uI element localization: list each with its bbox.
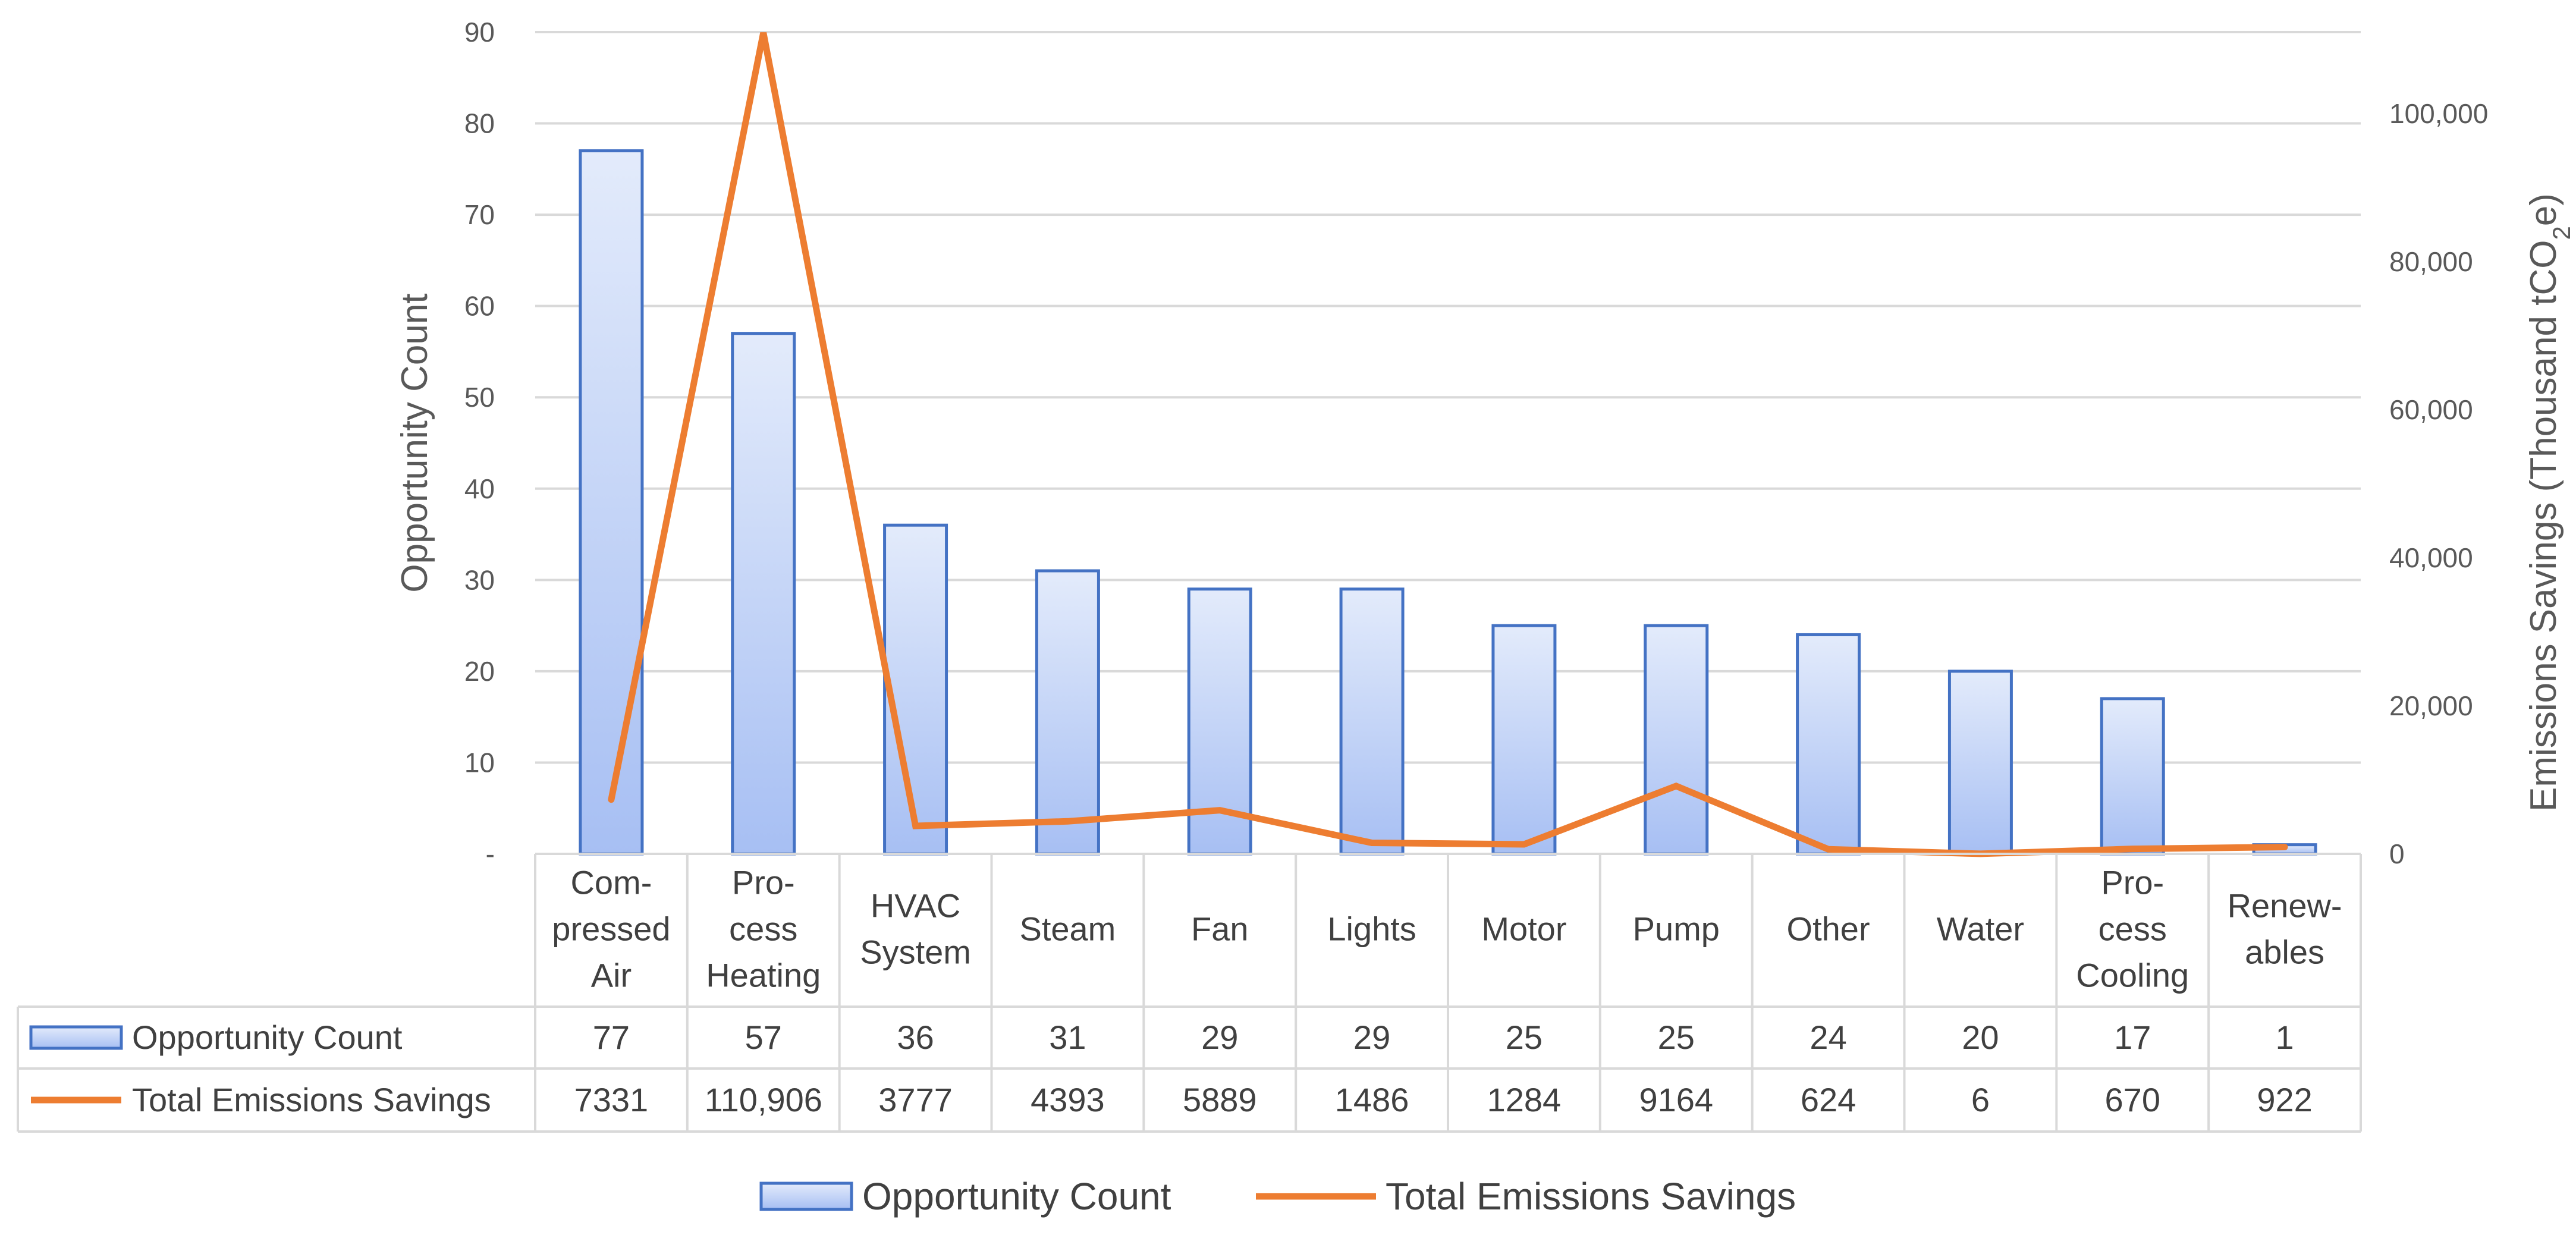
category-label: pressed — [552, 910, 670, 948]
table-cell: 670 — [2105, 1081, 2160, 1118]
gridlines — [535, 31, 2361, 855]
category-label: Fan — [1191, 910, 1249, 948]
data-table: Com-pressed Air Pro-cess Heating HVAC System S… — [17, 853, 2362, 1133]
bar — [1796, 633, 1861, 856]
emissions-line — [608, 32, 2288, 857]
table-cell: 20 — [1962, 1019, 1999, 1056]
table-cell: 1 — [2276, 1019, 2294, 1056]
legend-label: Opportunity Count — [862, 1175, 1171, 1218]
category-label: Water — [1937, 910, 2024, 948]
right-tick-label: 100,000 — [2389, 98, 2488, 129]
category-label: Cooling — [2076, 957, 2189, 994]
bar — [731, 332, 796, 856]
axes: - 10 20 30 40 50 60 70 80 90 0 20,000 40,000 60,000 80… — [394, 17, 2575, 869]
left-tick-label: 80 — [464, 108, 495, 139]
category-label: Pro- — [732, 864, 795, 901]
table-cell: 5889 — [1183, 1081, 1257, 1118]
table-cell: 1486 — [1335, 1081, 1409, 1118]
bar-series — [579, 149, 2317, 856]
left-tick-label: 30 — [464, 564, 495, 595]
left-tick-label: 40 — [464, 473, 495, 504]
table-cell: 9164 — [1639, 1081, 1713, 1118]
table-cell: 57 — [745, 1019, 782, 1056]
bar — [883, 523, 948, 856]
legend-key-bar — [759, 1181, 853, 1211]
left-tick-label: 20 — [464, 656, 495, 687]
left-tick-label: 90 — [464, 17, 495, 48]
right-tick-label: 0 — [2389, 838, 2405, 869]
category-label: Air — [591, 957, 632, 994]
left-tick-label: 10 — [464, 747, 495, 778]
category-label: HVAC — [871, 887, 960, 925]
category-label: cess — [2099, 910, 2167, 948]
table-cell: 7331 — [574, 1081, 649, 1118]
table-cell: 36 — [897, 1019, 934, 1056]
right-axis-title: Emissions Savings (Thousand tCO2e) — [2523, 193, 2575, 812]
category-label: Steam — [1019, 910, 1116, 948]
table-cell: 29 — [1353, 1019, 1390, 1056]
bar — [579, 149, 644, 856]
bar — [1035, 569, 1100, 856]
table-cell: 24 — [1810, 1019, 1846, 1056]
bar — [1339, 587, 1405, 856]
table-cell: 25 — [1658, 1019, 1695, 1056]
table-cell: 29 — [1201, 1019, 1238, 1056]
category-label: Pro- — [2101, 864, 2164, 901]
bar — [2100, 697, 2165, 856]
left-tick-label: 70 — [464, 199, 495, 230]
left-axis-title: Opportunity Count — [394, 293, 435, 592]
left-tick-label: 60 — [464, 291, 495, 322]
category-label: System — [860, 934, 971, 971]
table-cell: 922 — [2257, 1081, 2312, 1118]
left-tick-label: - — [486, 838, 495, 869]
category-label: Motor — [1481, 910, 1566, 948]
category-label: ables — [2245, 934, 2324, 971]
table-cell: 31 — [1049, 1019, 1086, 1056]
table-cell: 4393 — [1031, 1081, 1105, 1118]
row-header: Opportunity Count — [132, 1019, 403, 1056]
left-tick-label: 50 — [464, 382, 495, 413]
row-header: Total Emissions Savings — [132, 1081, 491, 1118]
table-cell: 17 — [2114, 1019, 2151, 1056]
table-cell: 3777 — [878, 1081, 953, 1118]
bar — [1491, 624, 1557, 856]
category-label: Pump — [1633, 910, 1720, 948]
line-series — [608, 32, 2288, 857]
table-cell: 6 — [1971, 1081, 1990, 1118]
right-tick-label: 40,000 — [2389, 542, 2473, 573]
category-label: Com- — [570, 864, 652, 901]
category-label: Other — [1787, 910, 1870, 948]
table-cell: 1284 — [1487, 1081, 1562, 1118]
category-label: Heating — [706, 957, 821, 994]
right-tick-label: 20,000 — [2389, 690, 2473, 721]
row-key-bar — [29, 1025, 123, 1050]
table-cell: 624 — [1801, 1081, 1856, 1118]
table-cell: 25 — [1506, 1019, 1543, 1056]
category-label: cess — [729, 910, 797, 948]
legend: Opportunity Count Total Emissions Savings — [759, 1175, 1796, 1218]
legend-label: Total Emissions Savings — [1386, 1175, 1796, 1218]
table-cell: 110,906 — [705, 1081, 822, 1118]
right-tick-label: 80,000 — [2389, 246, 2473, 277]
table-cell: 77 — [593, 1019, 630, 1056]
category-label: Renew- — [2228, 887, 2342, 925]
bar — [1947, 670, 2013, 856]
right-tick-label: 60,000 — [2389, 394, 2473, 425]
bar — [1644, 624, 1709, 856]
category-label: Lights — [1327, 910, 1416, 948]
